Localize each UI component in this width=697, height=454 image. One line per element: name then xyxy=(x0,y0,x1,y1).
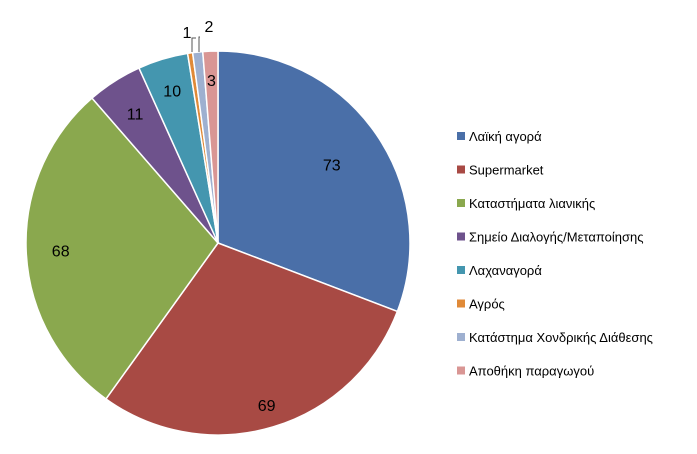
data-labels: 73 69 68 11 10 1 2 3 xyxy=(52,19,341,415)
legend-item-3: Καταστήματα λιανικής xyxy=(457,196,595,211)
legend-item-4: Σημείο Διαλογής/Μεταποίησης xyxy=(457,230,644,245)
data-label-2: 69 xyxy=(258,398,276,415)
leader-lines xyxy=(191,36,200,52)
legend-swatch-8 xyxy=(457,366,465,375)
pie-slices xyxy=(25,50,411,436)
legend-swatch-2 xyxy=(457,165,465,174)
legend-swatch-1 xyxy=(457,132,465,140)
legend-label-4: Σημείο Διαλογής/Μεταποίησης xyxy=(469,230,644,245)
legend-item-2: Supermarket xyxy=(457,163,544,178)
leader-line-7 xyxy=(198,36,200,52)
legend-item-6: Αγρός xyxy=(457,297,505,312)
data-label-1: 73 xyxy=(323,158,341,175)
legend-swatch-4 xyxy=(457,232,465,241)
data-label-5: 10 xyxy=(163,83,181,100)
legend-item-8: Αποθήκη παραγωγού xyxy=(457,364,594,379)
legend-swatch-7 xyxy=(457,333,465,341)
legend-label-6: Αγρός xyxy=(469,297,505,312)
data-label-3: 68 xyxy=(52,243,70,260)
legend: Λαϊκή αγορά Supermarket Καταστήματα λιανικ… xyxy=(457,129,653,379)
slice-1 xyxy=(217,50,411,313)
leader-line-6 xyxy=(191,37,196,52)
legend-label-7: Κατάστημα Χονδρικής Διάθεσης xyxy=(469,330,653,345)
legend-label-1: Λαϊκή αγορά xyxy=(469,129,542,144)
legend-swatch-6 xyxy=(457,299,465,308)
data-label-6: 1 xyxy=(183,25,192,42)
legend-item-1: Λαϊκή αγορά xyxy=(457,129,542,144)
legend-label-2: Supermarket xyxy=(469,163,544,178)
data-label-4: 11 xyxy=(127,107,144,124)
legend-item-7: Κατάστημα Χονδρικής Διάθεσης xyxy=(457,330,653,345)
slice-2 xyxy=(104,242,399,436)
legend-swatch-3 xyxy=(457,199,465,207)
legend-label-5: Λαχαναγορά xyxy=(469,263,542,278)
data-label-8: 3 xyxy=(207,73,216,90)
legend-item-5: Λαχαναγορά xyxy=(457,263,542,278)
legend-label-3: Καταστήματα λιανικής xyxy=(469,196,595,211)
slice-3 xyxy=(25,97,219,400)
legend-swatch-5 xyxy=(457,266,465,274)
legend-label-8: Αποθήκη παραγωγού xyxy=(469,364,594,379)
slice-8 xyxy=(201,50,219,244)
data-label-7: 2 xyxy=(205,19,214,36)
